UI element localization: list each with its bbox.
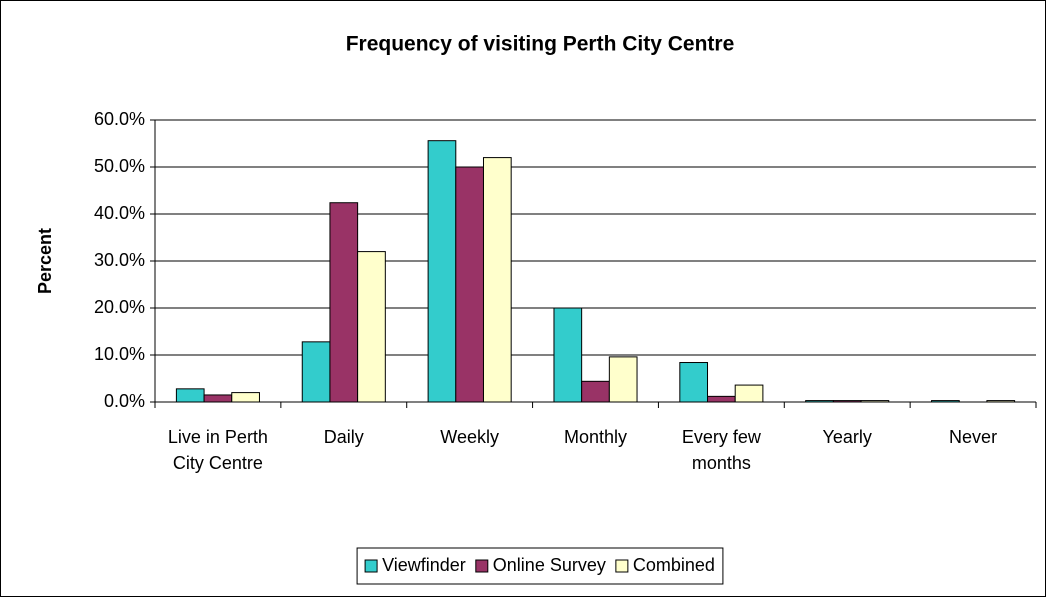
x-tick-label: Live in Perth City Centre: [167, 427, 268, 473]
bar: [734, 384, 764, 403]
y-tick-label: 50.0%: [94, 156, 145, 176]
bar: [553, 307, 583, 403]
legend-swatch: [615, 559, 629, 573]
legend-swatch: [364, 559, 378, 573]
bar: [231, 392, 260, 403]
y-tick-label: 40.0%: [94, 203, 145, 223]
bar: [175, 388, 205, 403]
legend-label: Combined: [633, 555, 715, 575]
bar: [482, 157, 512, 403]
bar: [301, 341, 331, 403]
bar: [581, 380, 610, 403]
bar: [608, 356, 638, 403]
x-tick-label: Yearly: [822, 427, 872, 447]
legend-box: [356, 547, 724, 585]
x-tick-label: Never: [949, 427, 998, 447]
bar: [707, 395, 736, 403]
x-tick-label: Monthly: [563, 427, 628, 447]
y-tick-label: 0.0%: [104, 391, 145, 411]
legend-label: Online Survey: [493, 555, 606, 575]
bar: [679, 362, 709, 403]
bar: [203, 394, 233, 403]
legend-label: Viewfinder: [382, 555, 466, 575]
bar: [329, 202, 359, 403]
y-tick-label: 30.0%: [94, 250, 145, 270]
y-axis-label: Percent: [35, 228, 55, 294]
bar: [357, 251, 386, 403]
y-tick-label: 20.0%: [94, 297, 145, 317]
x-tick-label: Daily: [323, 427, 364, 447]
bar: [427, 140, 457, 403]
x-tick-label: Every few months: [681, 427, 761, 473]
x-tick-label: Weekly: [440, 427, 499, 447]
chart-title: Frequency of visiting Perth City Centre: [346, 33, 735, 56]
bar: [455, 166, 484, 403]
y-tick-label: 60.0%: [94, 109, 145, 129]
legend-swatch: [475, 559, 489, 573]
y-tick-label: 10.0%: [94, 344, 145, 364]
